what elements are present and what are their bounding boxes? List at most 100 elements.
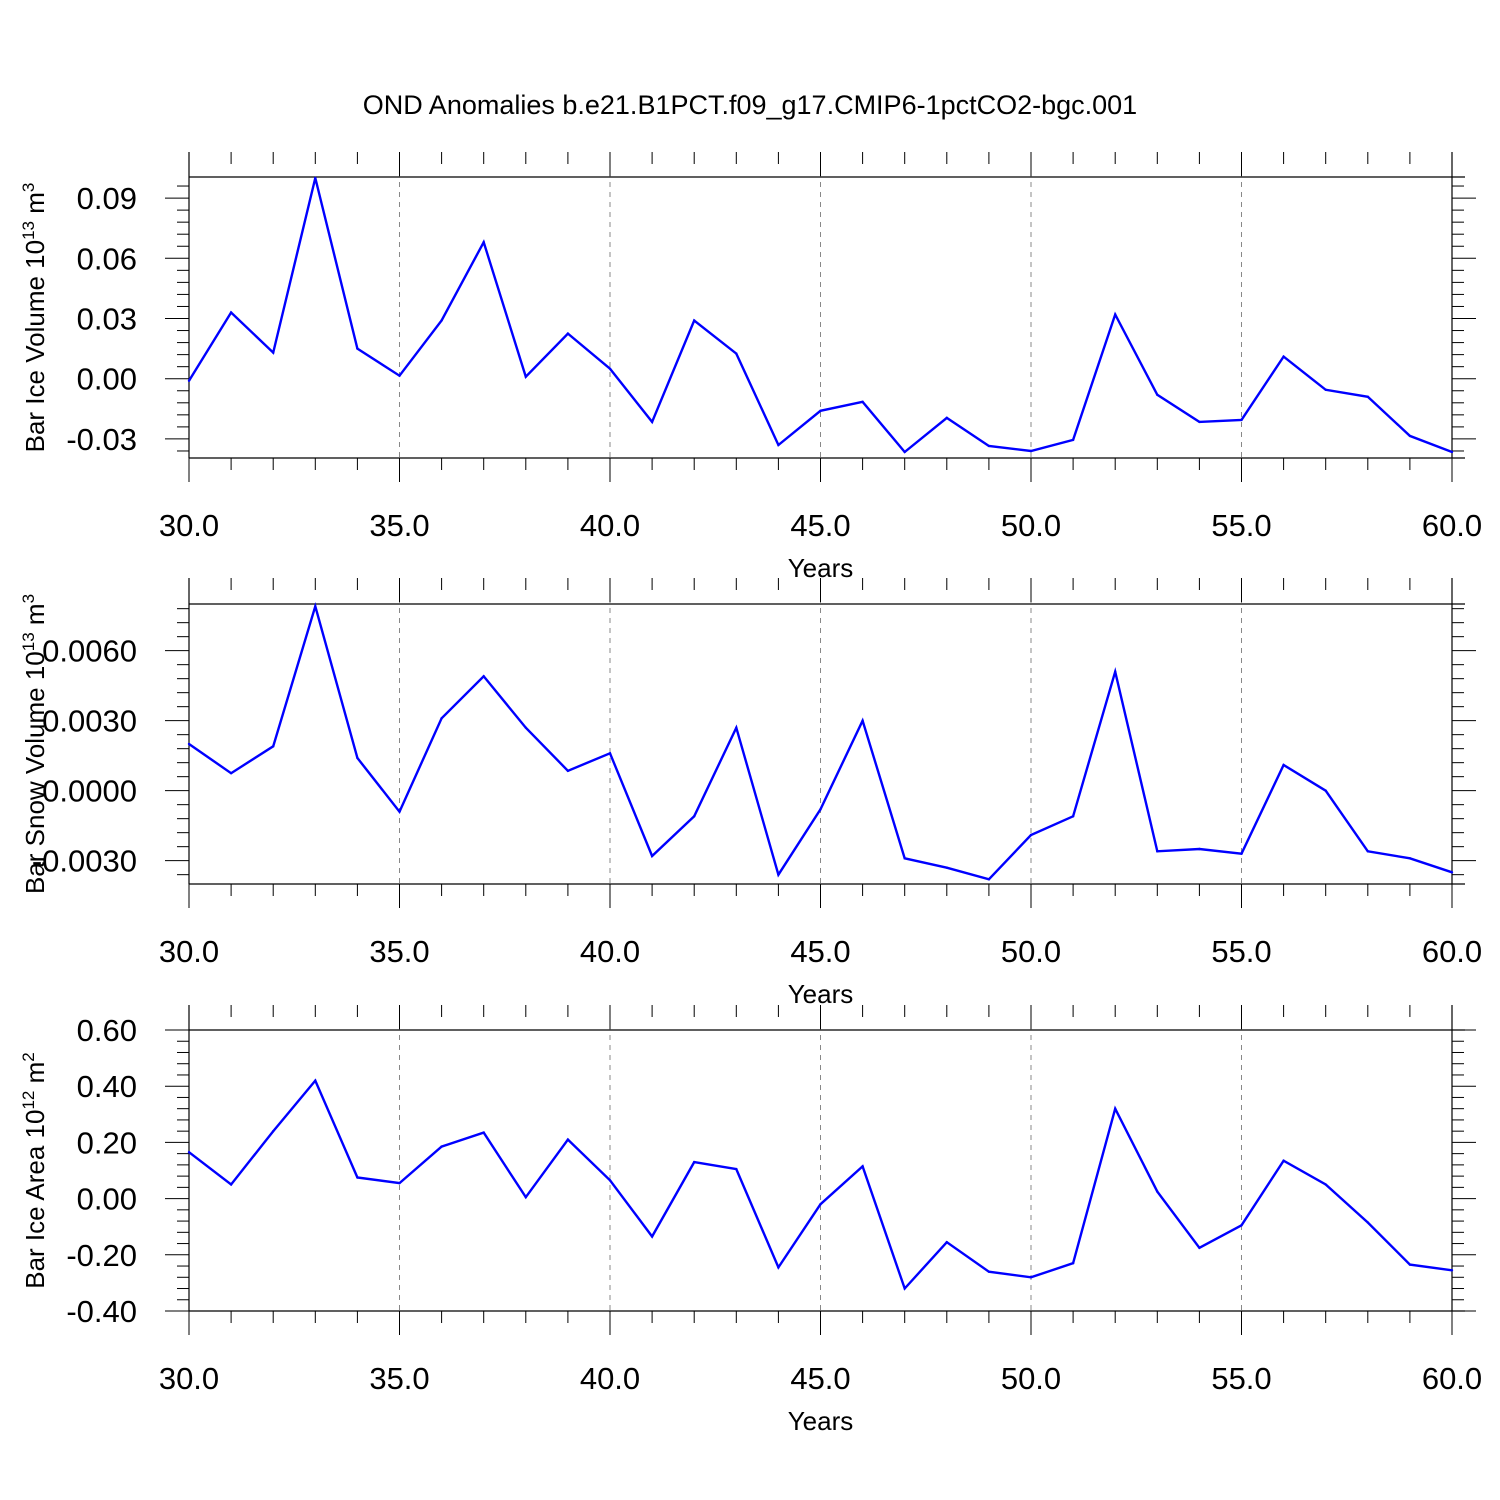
data-point <box>1450 1269 1454 1272</box>
data-point <box>735 352 738 355</box>
x-tick-label: 40.0 <box>580 508 640 543</box>
x-tick-label: 60.0 <box>1422 1361 1482 1396</box>
data-point <box>1071 815 1075 818</box>
data-point <box>903 1287 906 1290</box>
data-point <box>650 1235 654 1238</box>
data-point <box>1198 420 1201 424</box>
figure-title: OND Anomalies b.e21.B1PCT.f09_g17.CMIP6-… <box>363 90 1137 120</box>
data-point <box>987 878 991 881</box>
data-point <box>1156 850 1159 853</box>
data-point <box>482 675 485 678</box>
data-point <box>1240 1224 1243 1227</box>
data-point <box>272 351 275 354</box>
data-point <box>1408 1263 1412 1266</box>
x-tick-label: 50.0 <box>1001 1361 1061 1396</box>
y-tick-label: 0.60 <box>77 1013 137 1048</box>
data-point <box>1114 670 1117 673</box>
data-point <box>187 742 191 746</box>
data-point <box>1324 789 1327 792</box>
x-axis-label: Years <box>788 1406 854 1436</box>
data-point <box>1029 833 1033 837</box>
data-point <box>1198 1246 1201 1249</box>
data-point <box>693 1160 696 1164</box>
data-point <box>903 450 906 454</box>
data-point <box>861 719 864 722</box>
data-point <box>735 726 738 729</box>
y-tick-label: 0.06 <box>77 241 137 276</box>
y-axis-label: Bar Ice Area 1012 m2 <box>19 1052 50 1289</box>
data-point <box>819 1203 822 1206</box>
data-point <box>608 1179 612 1182</box>
chart-panel-1: -0.03 0.00 0.03 0.06 0.09 30.0 35.0 40.0 45.0 50.… <box>19 152 1482 583</box>
x-tick-label: 40.0 <box>580 934 640 969</box>
data-point <box>440 1145 443 1148</box>
y-tick-label: 0.0000 <box>42 774 137 809</box>
data-point <box>1114 1107 1117 1110</box>
data-point <box>1071 1262 1075 1265</box>
data-point <box>1156 393 1159 396</box>
data-point <box>819 409 822 413</box>
data-point <box>187 1151 191 1154</box>
data-point <box>440 717 443 720</box>
x-tick-label: 35.0 <box>369 508 429 543</box>
x-tick-label: 50.0 <box>1001 934 1061 969</box>
data-point <box>482 241 485 244</box>
data-point <box>398 810 401 813</box>
data-point <box>945 416 948 420</box>
y-tick-label: 0.00 <box>77 362 137 397</box>
data-point <box>1324 1183 1327 1186</box>
x-tick-label: 35.0 <box>369 934 429 969</box>
x-tick-label: 45.0 <box>790 934 850 969</box>
x-tick-label: 45.0 <box>790 1361 850 1396</box>
data-point <box>1408 434 1412 438</box>
data-point <box>861 400 864 403</box>
data-point <box>356 347 359 350</box>
data-point <box>1366 1221 1370 1224</box>
data-point <box>650 420 654 424</box>
y-axis-label: Bar Ice Volume 1013 m3 <box>19 183 50 453</box>
data-point <box>1324 388 1327 391</box>
y-tick-label: -0.0030 <box>32 844 137 879</box>
data-point <box>356 1176 359 1179</box>
x-tick-label: 30.0 <box>159 1361 219 1396</box>
y-tick-label: 0.20 <box>77 1125 137 1160</box>
data-point <box>566 769 570 773</box>
data-point <box>819 808 822 811</box>
data-point <box>524 726 527 729</box>
data-point <box>1408 857 1412 860</box>
data-point <box>777 873 780 876</box>
data-point <box>356 756 359 760</box>
y-tick-label: 0.40 <box>77 1069 137 1104</box>
data-point <box>524 1195 527 1199</box>
data-point <box>272 1129 275 1133</box>
data-point <box>566 1138 570 1141</box>
x-tick-label: 45.0 <box>790 508 850 543</box>
data-point <box>1282 1159 1285 1162</box>
y-tick-label: 0.00 <box>77 1182 137 1217</box>
data-point <box>1282 763 1285 767</box>
x-tick-label: 30.0 <box>159 934 219 969</box>
x-tick-label: 60.0 <box>1422 934 1482 969</box>
data-point <box>272 745 275 748</box>
x-tick-label: 35.0 <box>369 1361 429 1396</box>
data-point <box>1240 852 1243 855</box>
y-tick-label: -0.03 <box>66 422 137 457</box>
x-tick-label: 55.0 <box>1211 934 1271 969</box>
x-tick-label: 55.0 <box>1211 508 1271 543</box>
y-tick-label: 0.09 <box>77 181 137 216</box>
data-point <box>1450 871 1454 874</box>
data-point <box>314 605 317 608</box>
data-point <box>314 176 317 180</box>
data-point <box>398 1181 401 1185</box>
panels: -0.03 0.00 0.03 0.06 0.09 30.0 35.0 40.0 45.0 50.… <box>19 152 1482 1436</box>
y-tick-label: -0.20 <box>66 1238 137 1273</box>
x-tick-label: 50.0 <box>1001 508 1061 543</box>
data-point <box>1071 438 1075 442</box>
data-point <box>229 1183 233 1186</box>
y-tick-label: 0.03 <box>77 302 137 337</box>
data-point <box>1114 313 1117 316</box>
data-point <box>608 367 612 370</box>
data-point <box>1450 450 1454 454</box>
data-point <box>608 752 612 755</box>
